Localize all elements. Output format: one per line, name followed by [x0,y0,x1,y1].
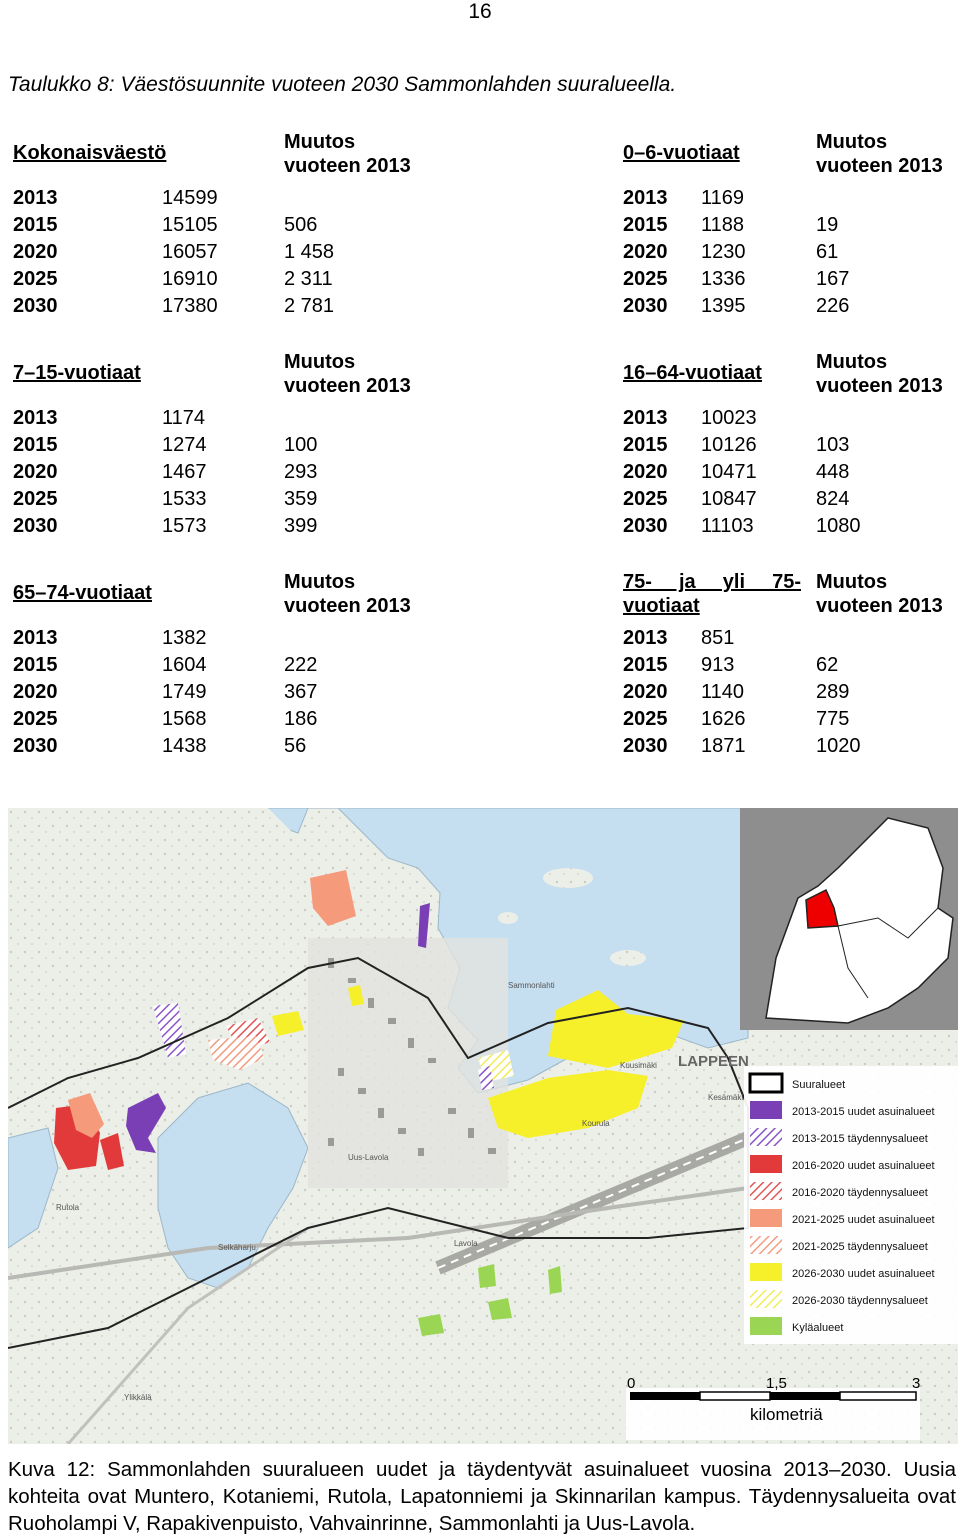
place-label: Kesämäki [708,1093,743,1102]
table-65-74: 65–74-vuotiaat Muutos vuoteen 2013 2013 13… [13,571,411,757]
place-label: Kourula [582,1119,610,1128]
place-label: Lavola [454,1239,478,1248]
map-svg: LAPPEEN Kuusimäki Kesämäki Kourula Rutol… [8,808,958,1444]
area-2013-2015-infill [478,1066,494,1090]
place-labels: LAPPEEN Kuusimäki Kesämäki Kourula Rutol… [56,981,749,1402]
table-16-64: 16–64-vuotiaat Muutos vuoteen 2013 2013 10… [623,351,943,537]
lake-west [157,1082,309,1289]
table-75-plus: 75- ja yli 75- vuotiaat Muutos vuoteen 20… [623,571,943,757]
scale-label: 3 [912,1375,920,1392]
legend-swatch [750,1290,782,1308]
legend-label: 2013-2015 täydennysalueet [792,1133,928,1145]
area-2026-2030-new [272,1011,304,1036]
area-2016-2020-new [100,1133,124,1170]
road [8,1186,749,1280]
road [66,1226,309,1444]
area-2021-2025-infill [208,1036,264,1070]
island [498,912,518,924]
change-header: Muutos vuoteen 2013 [816,351,943,397]
legend-swatch [748,1072,784,1094]
change-header: Muutos vuoteen 2013 [284,131,411,177]
place-label: Selkäharju [218,1243,256,1252]
group-title: 7–15-vuotiaat [13,362,141,384]
table-caption: Taulukko 8: Väestösuunnite vuoteen 2030 … [8,73,677,96]
scale-unit: kilometriä [750,1405,823,1424]
area-2026-2030-new [488,1070,648,1138]
table-kokonaisvaesto: Kokonaisväestö Muutos vuoteen 2013 2013 14… [13,131,411,317]
area-2026-2030-new [348,985,364,1006]
area-2013-2015-new [126,1093,166,1153]
area-village [548,1266,562,1294]
area-2013-2015-new [418,903,430,948]
group-title: 65–74-vuotiaat [13,582,152,604]
area-2021-2025-new [310,870,356,926]
area-village [418,1314,444,1336]
place-label: Sammonlahti [508,981,555,990]
legend-label: Kyläalueet [792,1322,843,1334]
group-title: 0–6-vuotiaat [623,142,740,164]
group-title: 75- ja yli 75- vuotiaat [623,571,801,617]
page-number: 16 [468,0,492,23]
area-village [478,1264,496,1288]
inset-district-highlight [805,888,839,929]
inset-boundary [837,907,939,999]
runway-centerline [437,1137,749,1269]
area-2026-2030-new [548,990,684,1068]
island [610,950,646,966]
figure-caption: Kuva 12: Sammonlahden suuralueen uudet j… [8,1458,956,1535]
legend-label: 2026-2030 täydennysalueet [792,1295,928,1307]
district-boundary [8,956,749,1349]
table-0-6: 0–6-vuotiaat Muutos vuoteen 2013 2013 1169… [623,131,943,317]
area-village [488,1298,512,1320]
map-figure: LAPPEEN Kuusimäki Kesämäki Kourula Rutol… [8,808,958,1444]
table-7-15: 7–15-vuotiaat Muutos vuoteen 2013 2013 117… [13,351,411,537]
island [543,868,593,888]
scale-label: 1,5 [766,1375,787,1392]
place-label: Kuusimäki [620,1061,657,1070]
scale-label: 0 [627,1375,635,1392]
scale-bar: 0 1,5 3 kilometriä [626,1375,920,1440]
legend-label: 2021-2025 täydennysalueet [792,1241,928,1253]
area-2013-2015-infill [153,1003,186,1058]
legend-label: 2021-2025 uudet asuinalueet [792,1214,935,1226]
peninsula-north [8,808,338,1108]
legend-label: 2013-2015 uudet asuinalueet [792,1106,935,1118]
place-label: Ylikkälä [124,1393,152,1402]
group-title: Kokonaisväestö [13,142,167,164]
inset-overview-map [740,808,958,1030]
legend-swatch [750,1101,782,1119]
map-legend: Suuralueet 2013-2015 uudet asuinalueet 2… [744,1066,958,1344]
place-label: LAPPEEN [678,1053,749,1070]
place-label: Rutola [56,1203,80,1212]
area-2021-2025-new [68,1093,104,1138]
group-title: 16–64-vuotiaat [623,362,762,384]
legend-swatch [750,1155,782,1173]
legend-label: 2016-2020 uudet asuinalueet [792,1160,935,1172]
legend-swatch [750,1236,782,1254]
change-header: Muutos vuoteen 2013 [284,571,411,617]
inset-city-area [765,817,954,1024]
change-header: Muutos vuoteen 2013 [284,351,411,397]
legend-swatch [750,1182,782,1200]
legend-label: Suuralueet [792,1079,845,1091]
legend-swatch [750,1263,782,1281]
place-label: Uus-Lavola [348,1153,389,1162]
legend-label: 2026-2030 uudet asuinalueet [792,1268,935,1280]
urban-area [308,938,508,1188]
change-header: Muutos vuoteen 2013 [816,571,943,617]
legend-label: 2016-2020 täydennysalueet [792,1187,928,1199]
legend-swatch [750,1317,782,1335]
legend-swatch [750,1209,782,1227]
change-header: Muutos vuoteen 2013 [816,131,943,177]
legend-swatch [750,1128,782,1146]
lake-west-bay [8,1127,59,1249]
